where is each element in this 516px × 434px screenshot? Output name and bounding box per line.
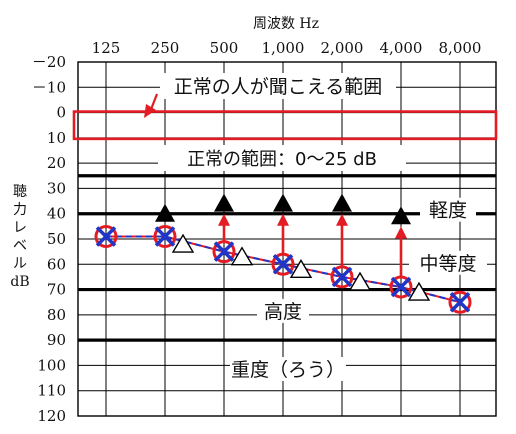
- y-tick-label: 100: [37, 356, 66, 374]
- zone-label: 軽度: [429, 200, 467, 222]
- arrow-head: [218, 213, 230, 226]
- x-tick-label: 500: [210, 39, 239, 57]
- circle-marker: [448, 290, 472, 314]
- y-tick-label: 60: [47, 255, 66, 273]
- zone-label: 高度: [264, 301, 302, 323]
- x-marker-stroke: [331, 266, 353, 288]
- zone-label-bg: [420, 197, 476, 222]
- callout-arrow-head: [144, 104, 156, 118]
- y-tick-label: 80: [47, 306, 66, 324]
- zone-label: 重度（ろう）: [231, 359, 345, 381]
- y-tick-label: 70: [47, 281, 66, 299]
- y-tick-label: 0: [56, 104, 66, 122]
- y-axis-title-char: ベ: [13, 238, 27, 254]
- y-tick-label: 40: [47, 205, 66, 223]
- y-tick-label: －10: [32, 78, 66, 96]
- x-marker-stroke: [449, 291, 471, 313]
- y-axis-title-char: レ: [13, 220, 27, 236]
- triangle-filled-point: [273, 193, 293, 212]
- circle-marker: [153, 224, 177, 248]
- triangle-filled-point: [332, 193, 352, 212]
- triangle-filled-point: [214, 193, 234, 212]
- normal-range: 正常の人が聞こえる範囲: [72, 73, 498, 141]
- zone-label-bg: [230, 357, 346, 382]
- y-tick-label: －20: [32, 53, 66, 71]
- y-tick-label: 10: [47, 129, 66, 147]
- zone-label-bg: [409, 250, 487, 275]
- triangle-open-point: [348, 271, 372, 291]
- y-tick-label: 120: [37, 407, 66, 425]
- triangle-open-point: [171, 233, 195, 253]
- circle-marker: [271, 252, 295, 276]
- improvement-arrows: [218, 213, 407, 278]
- circle-marker: [389, 275, 413, 299]
- x-tick-label: 4,000: [380, 39, 423, 57]
- y-axis-title-char: dB: [10, 274, 29, 290]
- x-tick-label: 125: [92, 39, 121, 57]
- normal-range-note: 正常の範囲：0～25 dB: [187, 149, 377, 170]
- x-tick-label: 250: [151, 39, 180, 57]
- normal-range-label: 正常の人が聞こえる範囲: [174, 76, 382, 98]
- x-marker-stroke: [390, 276, 412, 298]
- y-tick-labels: －20 －10 0 10 20 30 40 50 60 70 80 90 100 110 120: [32, 53, 66, 425]
- circle-marker: [94, 224, 118, 248]
- y-tick-label: 50: [47, 230, 66, 248]
- arrow-head: [277, 213, 289, 226]
- x-tick-labels: 125 250 500 1,000 2,000 4,000 8,000: [92, 39, 482, 57]
- y-tick-label: 30: [47, 179, 66, 197]
- triangle-open-point: [289, 258, 313, 279]
- y-axis-title-char: 力: [13, 202, 27, 218]
- x-marker-stroke: [272, 254, 294, 275]
- circle-marker: [212, 240, 236, 264]
- arrow-head: [395, 226, 407, 239]
- x-tick-label: 2,000: [321, 39, 364, 57]
- arrow-head: [336, 213, 348, 226]
- x-marker-stroke: [95, 226, 117, 247]
- x-tick-label: 1,000: [262, 39, 305, 57]
- zone-label: 中等度: [419, 253, 476, 275]
- triangle-open-point: [230, 246, 254, 266]
- triangle-open-point: [407, 281, 431, 301]
- zone-label-bg: [257, 298, 309, 323]
- y-tick-label: 90: [47, 331, 66, 349]
- series: [94, 193, 472, 314]
- circle-marker: [330, 265, 354, 289]
- y-tick-label: 20: [47, 154, 66, 172]
- y-axis-title-char: ル: [13, 256, 27, 272]
- normal-range-box: [72, 110, 498, 141]
- x-marker-stroke: [154, 226, 176, 247]
- normal-range-label-bg: [160, 73, 396, 99]
- x-tick-label: 8,000: [439, 39, 482, 57]
- y-tick-label: 110: [37, 382, 66, 400]
- note-bg: [158, 145, 406, 171]
- triangle-filled-point: [155, 203, 175, 222]
- triangle-filled-point: [391, 206, 411, 225]
- y-axis-title-char: 聴: [13, 184, 27, 200]
- x-axis-title: 周波数 Hz: [253, 16, 319, 32]
- x-marker-stroke: [213, 241, 235, 262]
